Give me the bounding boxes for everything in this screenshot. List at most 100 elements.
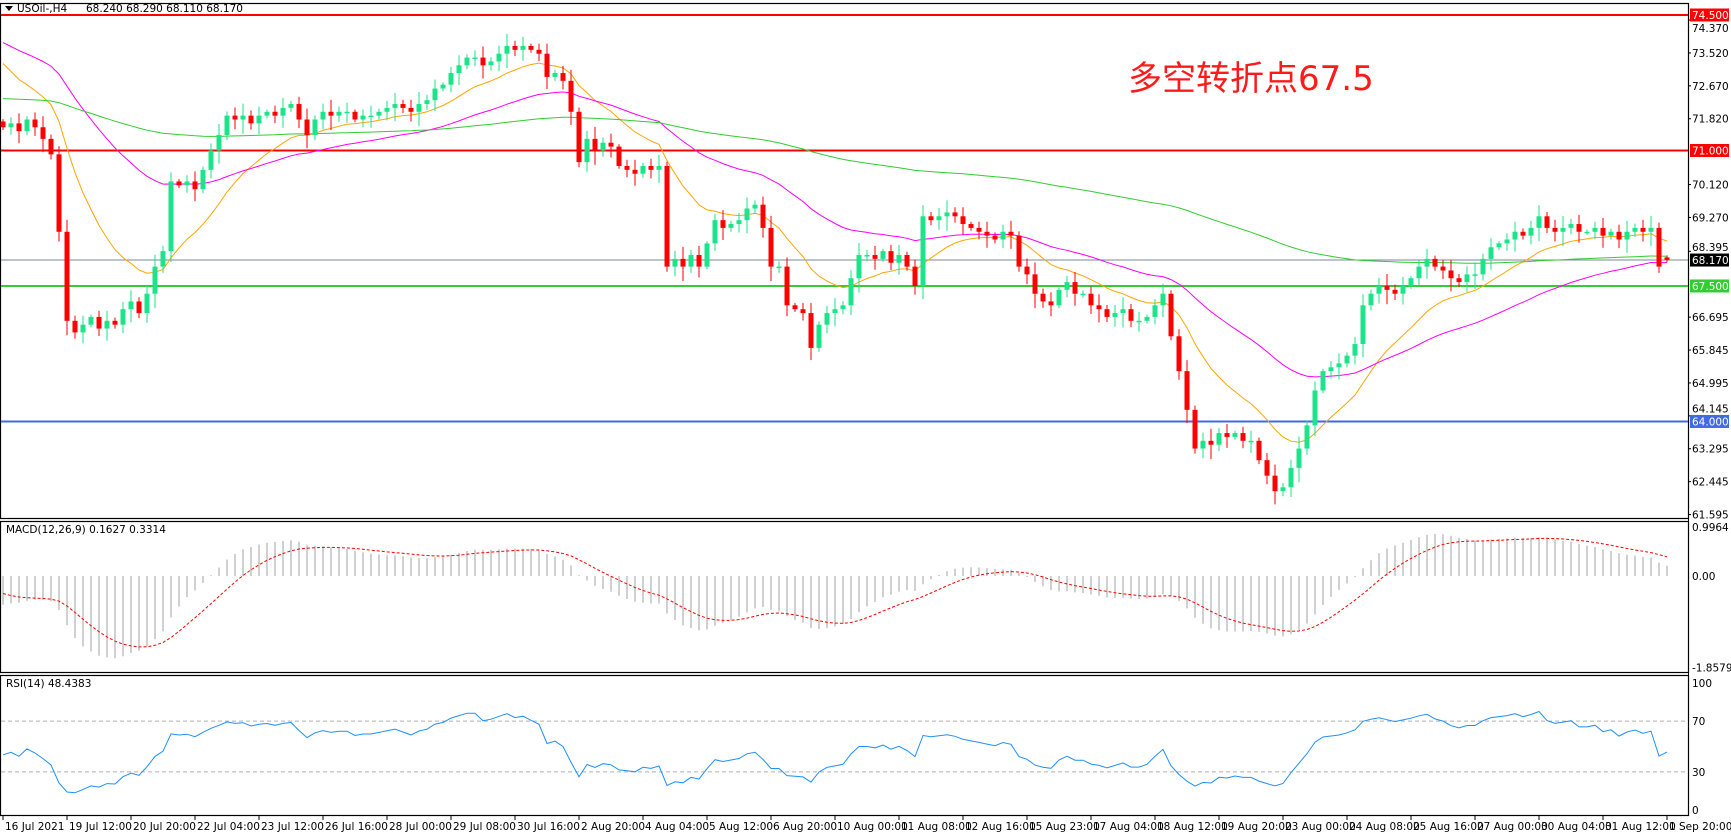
bull-candle (752, 204, 758, 209)
bull-candle (416, 104, 422, 112)
y-tick-label: 68.395 (1692, 242, 1729, 254)
bear-candle (1032, 274, 1038, 294)
bull-candle (488, 61, 494, 66)
rsi-pane: RSI(14) 48.4383 100 70 30 0 (1, 678, 1712, 817)
bull-candle (1488, 247, 1494, 259)
bear-candle (1576, 224, 1582, 232)
bear-candle (992, 235, 998, 240)
bull-candle (288, 104, 294, 108)
level-label-bg-67.500 (1690, 279, 1729, 293)
bull-candle (824, 313, 830, 325)
bull-candle (584, 138, 590, 163)
bear-candle (760, 204, 766, 228)
y-tick-label: 65.845 (1692, 345, 1729, 357)
bear-candle (800, 309, 806, 314)
bull-candle (600, 142, 606, 151)
bull-candle (1328, 367, 1334, 372)
level-label-71.000: 71.000 (1692, 145, 1729, 157)
bear-candle (56, 154, 62, 232)
annotation-text: 多空转折点67.5 (1128, 59, 1374, 99)
symbol-label: USOil-,H4 (17, 3, 67, 15)
bear-candle (1440, 266, 1446, 271)
x-tick-label: 30 Aug 04:00 (1541, 821, 1612, 833)
horizontal-levels[interactable] (1, 14, 1688, 423)
bear-candle (1544, 216, 1550, 228)
bull-candle (8, 123, 14, 128)
bull-candle (200, 169, 206, 190)
bull-candle (688, 255, 694, 267)
rsi-tick-label: 0 (1692, 805, 1699, 817)
level-label-74.500: 74.500 (1692, 10, 1729, 22)
level-label-64.000: 64.000 (1692, 416, 1729, 428)
bull-candle (840, 305, 846, 310)
bull-candle (216, 135, 222, 151)
bear-candle (568, 80, 574, 112)
ma-mid-line (2, 42, 1668, 378)
bear-candle (928, 216, 934, 221)
bull-candle (344, 111, 350, 114)
bear-candle (680, 258, 686, 267)
bull-candle (1112, 313, 1118, 317)
macd-tick-label: 0.00 (1692, 571, 1715, 583)
bull-candle (1472, 274, 1478, 276)
bull-candle (1504, 239, 1510, 244)
macd-label: MACD(12,26,9) 0.1627 0.3314 (6, 524, 166, 536)
moving-averages (2, 42, 1668, 443)
x-tick-label: 28 Jul 00:00 (389, 821, 452, 833)
bear-candle (648, 165, 654, 170)
bull-candle (1480, 258, 1486, 275)
bull-candle (1248, 440, 1254, 443)
bull-candle (1064, 282, 1070, 290)
bull-candle (1608, 231, 1614, 236)
bear-candle (1208, 440, 1214, 445)
x-tick-label: 15 Aug 23:00 (1029, 821, 1100, 833)
bull-candle (1560, 227, 1566, 232)
x-tick-label: 29 Jul 08:00 (453, 821, 516, 833)
y-tick-label: 63.295 (1692, 444, 1729, 456)
bear-candle (1168, 293, 1174, 337)
bear-candle (1240, 433, 1246, 441)
bear-candle (1072, 282, 1078, 294)
bull-candle (80, 324, 86, 333)
triangle-down-icon[interactable] (5, 6, 13, 11)
bull-candle (1648, 227, 1654, 232)
bear-candle (248, 115, 254, 124)
x-tick-label: 18 Aug 12:00 (1157, 821, 1228, 833)
y-tick-label: 72.670 (1692, 81, 1729, 93)
bear-candle (272, 111, 278, 116)
bull-candle (432, 88, 438, 101)
bull-candle (152, 266, 158, 294)
bear-candle (0, 121, 6, 128)
candles (0, 33, 1670, 505)
bull-candle (1080, 293, 1086, 296)
bear-candle (1224, 433, 1230, 437)
bear-candle (544, 53, 550, 77)
bear-candle (968, 224, 974, 228)
x-tick-label: 17 Aug 04:00 (1093, 821, 1164, 833)
bull-candle (104, 320, 110, 329)
bull-candle (384, 107, 390, 112)
y-tick-label: 71.820 (1692, 114, 1729, 126)
bull-candle (392, 104, 398, 108)
bear-candle (1392, 289, 1398, 294)
bull-candle (256, 115, 262, 124)
x-tick-label: 20 Jul 20:00 (133, 821, 196, 833)
bull-candle (1528, 227, 1534, 236)
level-label-bg-64.000 (1690, 414, 1729, 428)
bull-candle (1336, 363, 1342, 368)
bear-candle (296, 104, 302, 120)
bull-candle (1312, 390, 1318, 426)
bear-candle (624, 165, 630, 170)
bear-candle (232, 115, 238, 120)
bear-candle (1384, 285, 1390, 290)
bull-candle (1400, 285, 1406, 294)
bear-candle (32, 119, 38, 128)
bear-candle (1272, 475, 1278, 492)
bear-candle (352, 111, 358, 120)
y-tick-label: 61.595 (1692, 510, 1729, 522)
bull-candle (944, 212, 950, 217)
time-axis: 16 Jul 2021 19 Jul 12:00 20 Jul 20:00 22 Ju… (2, 815, 1731, 833)
x-tick-label: 19 Aug 20:00 (1221, 821, 1292, 833)
bull-candle (208, 150, 214, 170)
